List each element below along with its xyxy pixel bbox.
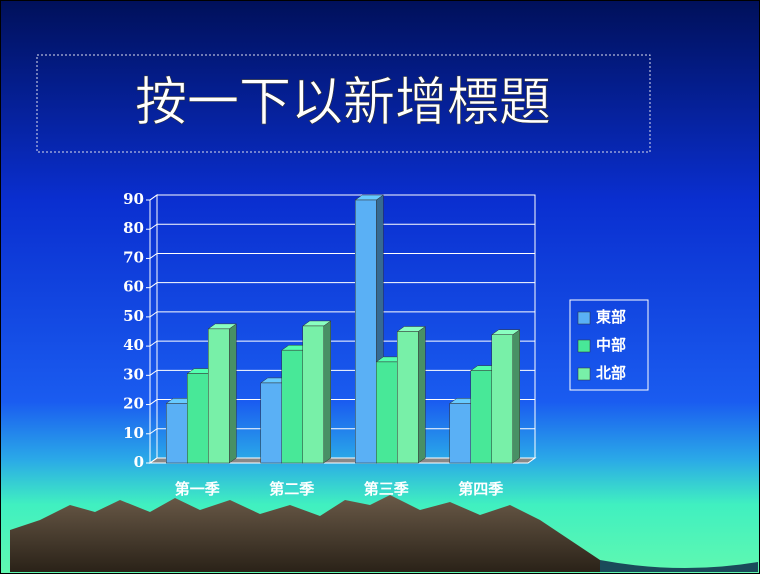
legend-box	[569, 299, 649, 391]
bar	[281, 349, 303, 464]
legend-label: 中部	[596, 336, 626, 354]
bar	[166, 403, 188, 464]
legend-label: 東部	[596, 308, 626, 326]
y-tick-label: 10	[123, 424, 144, 442]
y-tick-label: 0	[134, 453, 144, 471]
y-tick-label: 30	[123, 365, 144, 383]
grid-line	[149, 282, 535, 289]
bar	[187, 373, 209, 464]
y-tick-label: 80	[123, 219, 144, 237]
legend-swatch	[577, 311, 591, 325]
y-tick-label: 70	[123, 248, 144, 266]
bar	[260, 382, 282, 464]
bar	[302, 325, 324, 464]
shore	[600, 560, 758, 572]
bar	[470, 370, 492, 464]
bar-side	[512, 329, 520, 464]
grid-line	[149, 252, 535, 259]
bar	[208, 328, 230, 464]
title-placeholder-box[interactable]	[36, 54, 651, 153]
bar	[376, 361, 398, 464]
bar	[397, 331, 419, 464]
y-tick-label: 90	[123, 190, 144, 208]
bar-side	[229, 323, 237, 464]
slide-title[interactable]: 按一下以新增標題	[135, 73, 552, 134]
bar	[449, 403, 471, 464]
mountains	[10, 495, 600, 572]
grid-line	[149, 311, 535, 318]
x-tick-label: 第三季	[364, 480, 409, 498]
y-tick-label: 40	[123, 336, 144, 354]
legend-label: 北部	[596, 364, 626, 382]
y-tick-label: 60	[123, 278, 144, 296]
bar	[355, 199, 377, 464]
x-tick-label: 第二季	[269, 480, 314, 498]
legend-swatch	[577, 367, 591, 381]
bar	[491, 334, 513, 464]
y-tick-label: 20	[123, 395, 144, 413]
x-tick-label: 第四季	[458, 480, 503, 498]
y-tick-label: 50	[123, 307, 144, 325]
bar-side	[323, 320, 331, 464]
legend-swatch	[577, 339, 591, 353]
bar-side	[418, 326, 426, 464]
grid-line	[149, 194, 535, 201]
x-tick-label: 第一季	[175, 480, 220, 498]
grid-line	[149, 223, 535, 230]
